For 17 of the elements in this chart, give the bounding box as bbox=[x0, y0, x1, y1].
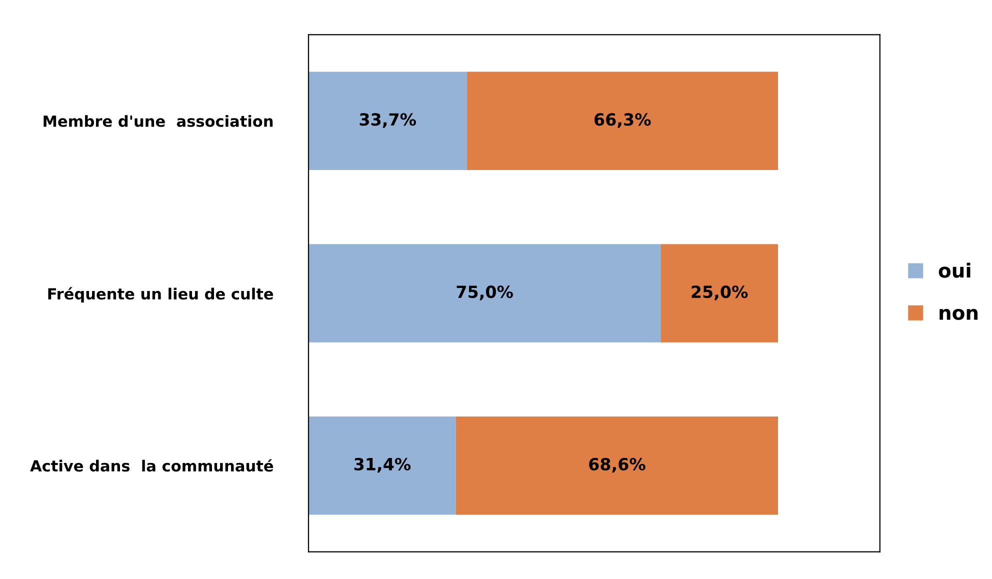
bar bbox=[308, 72, 467, 170]
y-tick-label: Active dans la communauté bbox=[30, 459, 274, 472]
data-label: 75,0% bbox=[456, 285, 513, 300]
legend-label: oui bbox=[938, 262, 970, 278]
bar bbox=[660, 244, 778, 342]
bar bbox=[466, 72, 778, 170]
data-label: 33,7% bbox=[360, 113, 416, 128]
y-tick-label: Membre d'une association bbox=[44, 115, 273, 127]
bar bbox=[308, 244, 661, 342]
y-tick-label: Fréquente un lieu de culte bbox=[48, 287, 274, 303]
bar bbox=[456, 416, 778, 515]
data-label: 68,6% bbox=[589, 458, 646, 473]
data-label: 25,0% bbox=[692, 285, 748, 300]
legend-label: non bbox=[940, 308, 978, 320]
data-label: 31,4% bbox=[354, 458, 411, 473]
data-label: 66,3% bbox=[594, 113, 651, 128]
bar bbox=[308, 416, 456, 515]
